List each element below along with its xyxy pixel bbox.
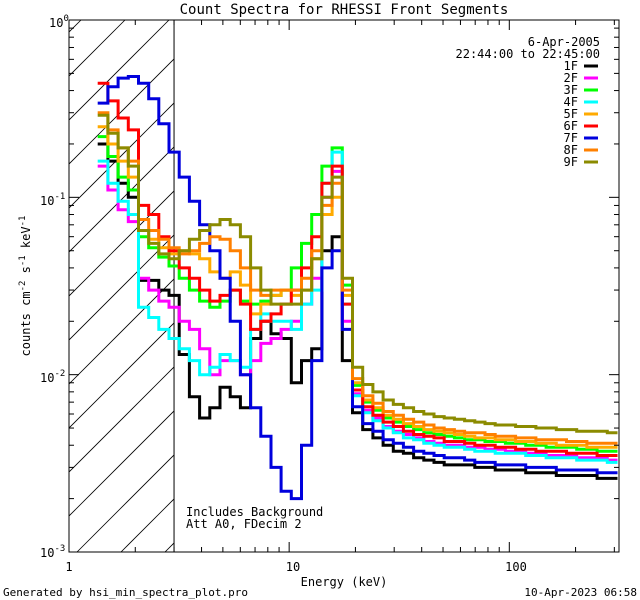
hatch-line [69,102,175,209]
y-tick-exp: 0 [63,14,68,24]
y-tick-label-1: 100 [49,14,69,30]
hatch-line [69,234,175,341]
hatch-line [69,58,175,165]
y-tick-base: 10 [49,16,63,30]
y-axis-label-sup: -2 [18,281,28,292]
y-tick-base: 10 [40,371,54,385]
generated-at: 10-Apr-2023 06:58 [524,586,637,599]
background-note: Includes Background [186,505,323,519]
hatch-line [69,190,175,297]
hatch-line [76,454,175,552]
hatch-line [69,278,175,385]
x-axis-label: Energy (keV) [301,575,388,589]
series-line-4F [97,150,618,464]
chart-title: Count Spectra for RHESSI Front Segments [180,2,509,18]
legend-label-4F: 4F [564,95,578,109]
y-axis-label: counts cm-2 s-1 keV-1 [18,216,33,357]
legend-label-9F: 9F [564,155,578,169]
series-layer [97,75,618,501]
series-line-9F [97,113,618,435]
x-tick-label-10: 10 [286,560,300,574]
y-tick-base: 10 [40,546,54,560]
legend-label-6F: 6F [564,119,578,133]
legend-label-5F: 5F [564,107,578,121]
y-tick-base: 10 [40,194,54,208]
legend-label-2F: 2F [564,71,578,85]
y-tick-label-0.01: 10-2 [40,369,65,385]
y-axis-label-part: counts cm [19,291,33,356]
hatch-line [69,410,175,517]
y-tick-exp: -3 [54,544,65,554]
y-tick-exp: -1 [54,192,65,202]
y-axis-label-part: keV [19,226,33,255]
y-tick-label-0.1: 10-1 [40,192,65,208]
generated-by: Generated by hsi_min_spectra_plot.pro [3,586,248,599]
series-line-3F [97,135,618,453]
legend-label-8F: 8F [564,143,578,157]
attenuator-note: Att A0, FDecim 2 [186,517,302,531]
x-tick-label-100: 100 [505,560,527,574]
hatch-line [69,20,170,121]
y-axis-label-sup: -1 [18,216,28,227]
plot-frame [68,19,620,553]
y-axis-label-sup: -1 [18,255,28,266]
legend-label-3F: 3F [564,83,578,97]
series-line-2F [97,164,618,462]
series-line-7F [97,75,618,501]
legend-label-7F: 7F [564,131,578,145]
hatch-line [69,366,175,473]
date-label: 6-Apr-2005 [528,35,600,49]
x-tick-label-1: 1 [65,560,72,574]
hatch-lines [69,20,175,552]
legend-label-1F: 1F [564,59,578,73]
y-tick-label-0.001: 10-3 [40,544,65,560]
axis-ticks [68,19,619,553]
y-tick-exp: -2 [54,369,65,379]
y-axis-label-part: s [19,266,33,280]
time-range-label: 22:44:00 to 22:45:00 [456,47,601,61]
